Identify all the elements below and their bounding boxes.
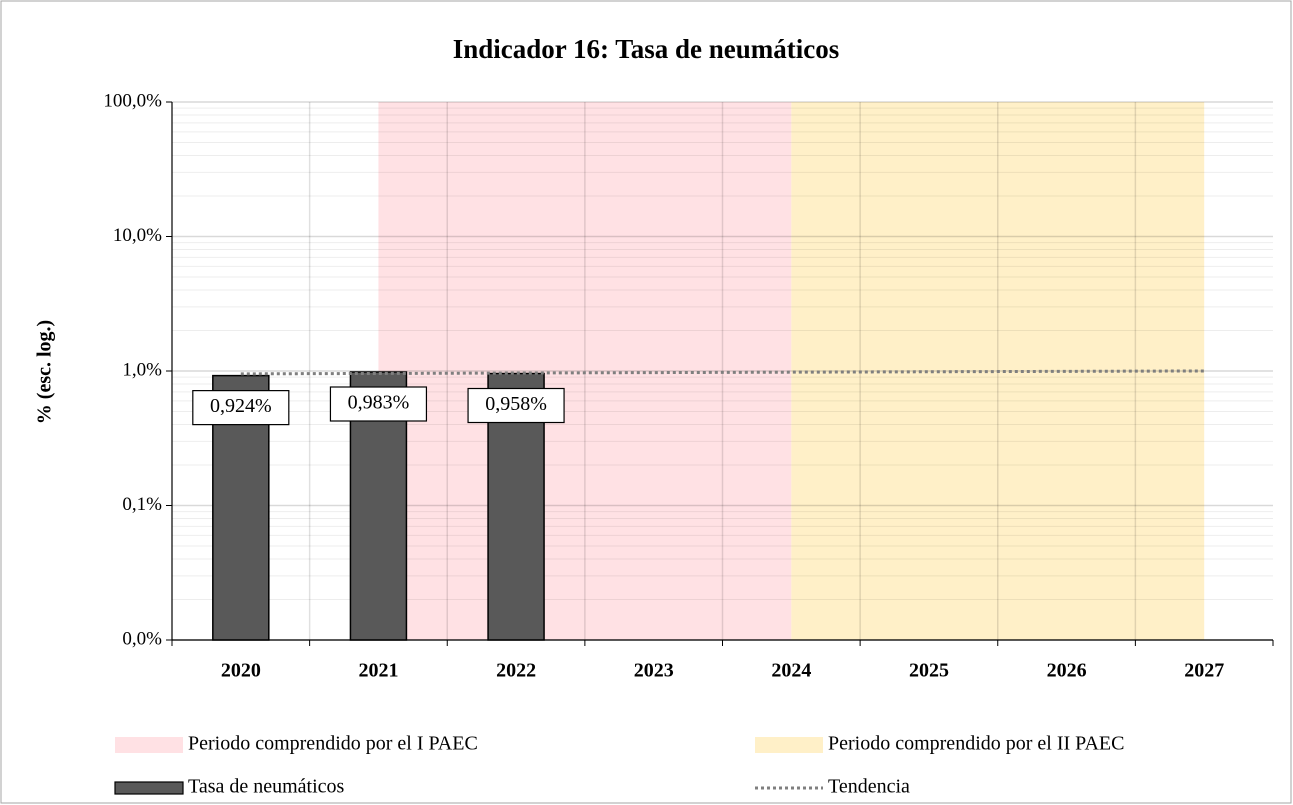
- y-tick-label: 0,1%: [122, 494, 162, 515]
- legend-label: Periodo comprendido por el I PAEC: [188, 733, 478, 755]
- y-tick-label: 1,0%: [122, 359, 162, 380]
- x-tick-label: 2020: [221, 660, 261, 682]
- x-tick-label: 2026: [1047, 660, 1087, 682]
- y-tick-label: 10,0%: [113, 225, 162, 246]
- data-label-box: [329, 386, 428, 422]
- trend-line: [240, 369, 1205, 376]
- legend-label: Periodo comprendido por el II PAEC: [828, 733, 1124, 755]
- legend-label: Tendencia: [828, 776, 910, 798]
- chart-title: Indicador 16: Tasa de neumáticos: [453, 34, 840, 64]
- x-tick-label: 2025: [909, 660, 949, 682]
- x-tick-label: 2024: [771, 660, 811, 682]
- y-tick-label: 100,0%: [103, 90, 162, 111]
- legend-swatch: [114, 781, 184, 795]
- legend-swatch: [115, 737, 183, 753]
- data-label: 0,924%: [210, 395, 272, 417]
- data-label: 0,958%: [485, 393, 547, 415]
- y-tick-label: 0,0%: [122, 628, 162, 649]
- x-tick-label: 2023: [634, 660, 674, 682]
- data-label: 0,983%: [348, 392, 410, 414]
- legend-label: Tasa de neumáticos: [188, 776, 345, 798]
- legend-swatch: [755, 737, 823, 753]
- x-tick-label: 2027: [1184, 660, 1224, 682]
- x-tick-label: 2021: [358, 660, 398, 682]
- y-axis-label: % (esc. log.): [34, 320, 56, 424]
- x-tick-label: 2022: [496, 660, 536, 682]
- data-label-box: [192, 390, 290, 426]
- data-label-box: [467, 387, 565, 424]
